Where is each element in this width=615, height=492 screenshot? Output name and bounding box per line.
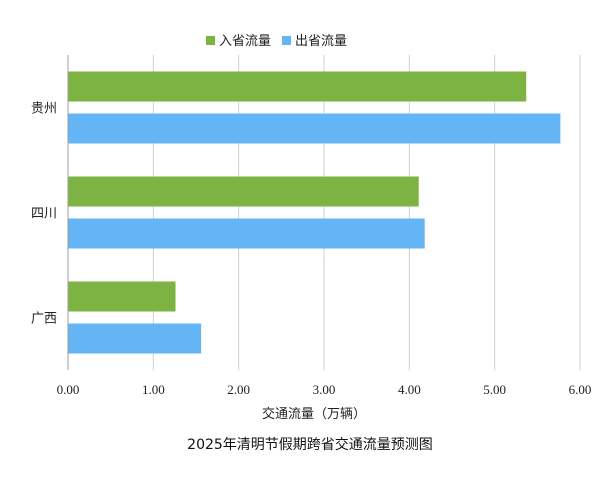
bars [68, 71, 561, 354]
bar-outbound [68, 323, 202, 354]
bar-inbound [68, 176, 419, 207]
legend-swatch [206, 36, 215, 45]
legend: 入省流量 出省流量 [206, 34, 347, 49]
x-tick-label: 5.00 [483, 382, 506, 397]
x-tick-label: 1.00 [142, 382, 165, 397]
legend-swatch [282, 36, 291, 45]
chart-title: 2025年清明节假期跨省交通流量预测图 [187, 436, 433, 453]
legend-label: 出省流量 [295, 34, 347, 49]
bar-inbound [68, 71, 527, 102]
bar-inbound [68, 281, 176, 312]
x-tick-labels: 0.00 1.00 2.00 3.00 4.00 5.00 6.00 [57, 382, 592, 397]
x-axis-title: 交通流量（万辆） [262, 406, 366, 422]
gridlines [152, 55, 581, 370]
x-tick-label: 6.00 [569, 382, 592, 397]
x-tick-label: 0.00 [57, 382, 80, 397]
x-tick-label: 2.00 [227, 382, 250, 397]
bar-outbound [68, 218, 425, 249]
x-tick-label: 4.00 [398, 382, 421, 397]
x-tick-label: 3.00 [313, 382, 336, 397]
bar-outbound [68, 113, 561, 144]
category-label: 广西 [31, 312, 57, 327]
category-label: 四川 [31, 207, 57, 222]
category-label: 贵州 [31, 102, 57, 117]
legend-label: 入省流量 [219, 34, 271, 49]
